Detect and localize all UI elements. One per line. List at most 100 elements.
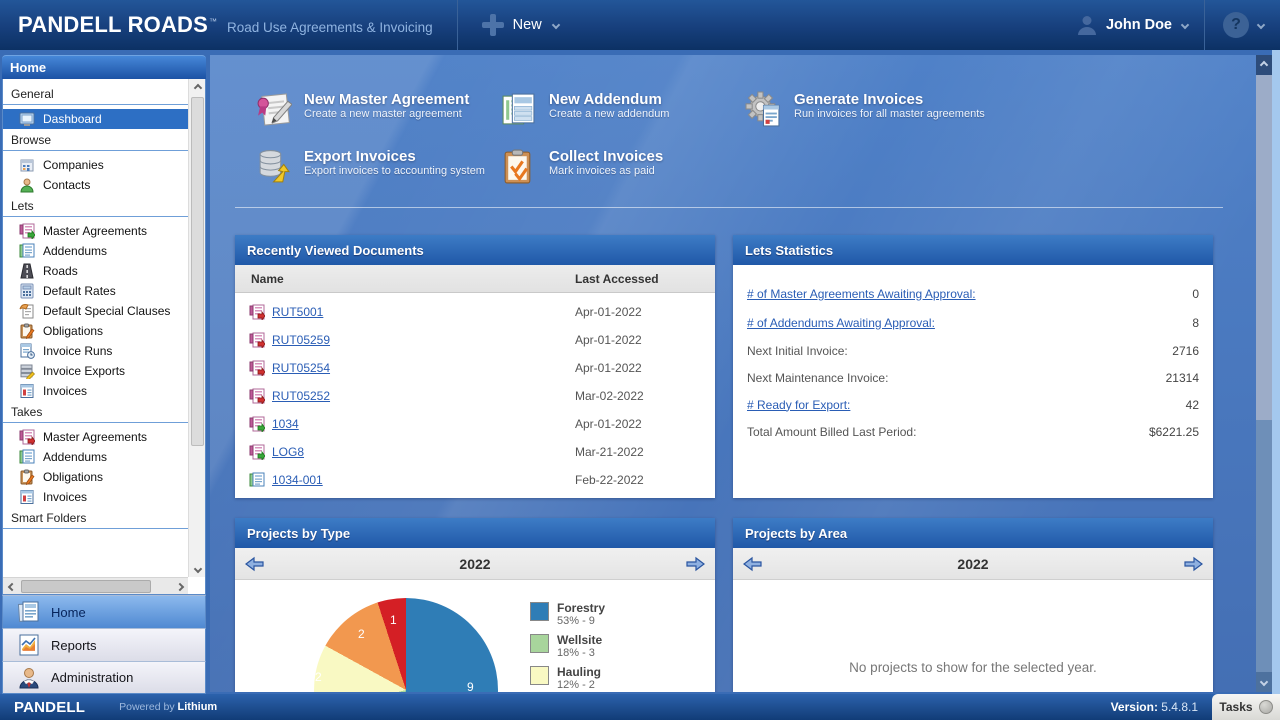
sidebar-item-label: Roads [43,264,78,278]
scroll-left-icon[interactable] [3,578,20,594]
sidebar-item-companies[interactable]: Companies [3,155,188,175]
logo-text: PANDELL ROADS [18,12,209,37]
document-link[interactable]: RUT05259 [272,333,331,347]
shortcut-title: Collect Invoices [549,148,664,165]
scrollbar-thumb[interactable] [1256,75,1272,420]
clipboard-icon [19,469,35,485]
scroll-up-icon[interactable] [189,79,205,96]
stat-value: 2716 [1172,343,1199,358]
empty-message: No projects to show for the selected yea… [849,660,1097,675]
stat-link[interactable]: # Ready for Export: [747,397,851,412]
special-clause-icon [19,303,35,319]
sidebar-item-takes-invoices[interactable]: Invoices [3,487,188,507]
topbar-divider [456,0,458,50]
plus-icon [481,14,504,36]
export-invoices-icon [255,148,292,185]
chevron-down-icon [1256,20,1266,30]
shortcut-subtitle: Mark invoices as paid [549,165,655,177]
document-link[interactable]: LOG8 [272,445,305,459]
nav-item-label: Home [51,604,86,620]
document-link[interactable]: RUT5001 [272,305,324,319]
next-year-icon[interactable] [1183,556,1203,572]
stat-link[interactable]: # of Addendums Awaiting Approval: [747,315,935,330]
legend-label: Hauling [557,665,601,679]
sidebar-item-takes-obligations[interactable]: Obligations [3,467,188,487]
nav-item-administration[interactable]: Administration [2,661,206,694]
user-name: John Doe [1105,17,1172,33]
table-column-headers: Name Last Accessed [235,265,715,293]
next-year-icon[interactable] [685,556,705,572]
slice-label-orange: 2 [358,627,365,641]
sidebar-item-invoice-runs[interactable]: Invoice Runs [3,341,188,361]
help-menu-button[interactable]: ? [1223,12,1266,38]
sidebar-item-roads[interactable]: Roads [3,261,188,281]
lets-master-agreement-icon [249,444,265,460]
document-link[interactable]: RUT05254 [272,361,331,375]
panel-title: Recently Viewed Documents [235,235,715,265]
sidebar-item-label: Invoice Runs [43,344,113,358]
nav-item-home[interactable]: Home [2,595,206,628]
shortcut-subtitle: Run invoices for all master agreements [794,108,985,120]
sidebar-item-dashboard[interactable]: Dashboard [3,109,188,129]
scroll-down-icon[interactable] [189,560,205,577]
scroll-down-icon[interactable] [1256,672,1272,692]
user-menu-button[interactable]: John Doe [1076,14,1190,36]
stat-row: # Ready for Export: 42 [733,391,1213,418]
previous-year-icon[interactable] [245,556,265,572]
legend-swatch-hauling [530,666,549,685]
scroll-up-icon[interactable] [1256,55,1272,75]
legend-item: Hauling 12% - 2 [530,666,601,691]
shortcut-new-master-agreement[interactable]: New Master Agreement Create a new master… [255,91,500,138]
document-link[interactable]: 1034-001 [272,473,323,487]
scroll-right-icon[interactable] [171,578,188,594]
stat-row: Next Maintenance Invoice: 21314 [733,364,1213,391]
sidebar-item-label: Obligations [43,470,104,484]
last-accessed-date: Mar-02-2022 [575,389,644,403]
scrollbar-thumb[interactable] [191,97,204,446]
sidebar-item-contacts[interactable]: Contacts [3,175,188,195]
sidebar-item-lets-invoices[interactable]: Invoices [3,381,188,401]
stat-link[interactable]: # of Master Agreements Awaiting Approval… [747,286,976,301]
sidebar-item-takes-addendums[interactable]: Addendums [3,447,188,467]
shortcut-new-addendum[interactable]: New Addendum Create a new addendum [500,91,745,138]
tasks-button[interactable]: Tasks [1212,694,1280,720]
main-vertical-scrollbar[interactable] [1256,55,1272,692]
previous-year-icon[interactable] [743,556,763,572]
shortcut-export-invoices[interactable]: Export Invoices Export invoices to accou… [255,148,500,195]
sidebar-item-label: Default Special Clauses [43,304,171,318]
scrollbar-thumb[interactable] [21,580,151,593]
sidebar-item-takes-master-agreements[interactable]: Master Agreements [3,427,188,447]
table-row: RUT05254 Apr-01-2022 [235,354,715,382]
sidebar-item-label: Companies [43,158,104,172]
topbar-divider [1204,0,1205,50]
sidebar-vertical-scrollbar[interactable] [188,79,205,577]
sidebar: Home General Dashboard Browse Companies … [2,55,206,694]
version-value: 5.4.8.1 [1161,700,1198,714]
nav-item-reports[interactable]: Reports [2,628,206,661]
sidebar-item-invoice-exports[interactable]: Invoice Exports [3,361,188,381]
takes-master-agreement-icon [249,388,265,404]
document-link[interactable]: RUT05252 [272,389,331,403]
version-label: Version: [1110,700,1158,714]
tasks-label: Tasks [1219,700,1253,714]
new-menu-button[interactable]: New [481,14,560,36]
stat-label: Total Amount Billed Last Period: [747,424,917,439]
sidebar-item-label: Addendums [43,244,108,258]
shortcut-generate-invoices[interactable]: Generate Invoices Run invoices for all m… [745,91,1245,138]
sidebar-item-lets-master-agreements[interactable]: Master Agreements [3,221,188,241]
sidebar-item-lets-obligations[interactable]: Obligations [3,321,188,341]
sidebar-item-lets-addendums[interactable]: Addendums [3,241,188,261]
shortcut-title: Export Invoices [304,148,416,165]
bottom-bar: PANDELL Powered by Lithium Version: 5.4.… [0,694,1280,720]
sidebar-item-default-special-clauses[interactable]: Default Special Clauses [3,301,188,321]
stat-row: # of Master Agreements Awaiting Approval… [733,279,1213,308]
sidebar-item-label: Addendums [43,450,108,464]
panel-title: Projects by Type [235,518,715,548]
sidebar-item-default-rates[interactable]: Default Rates [3,281,188,301]
last-accessed-date: Apr-01-2022 [575,333,642,347]
app-tagline: Road Use Agreements & Invoicing [227,20,433,35]
shortcut-collect-invoices[interactable]: Collect Invoices Mark invoices as paid [500,148,745,195]
sidebar-horizontal-scrollbar[interactable] [3,577,188,594]
table-row: 1034 Apr-01-2022 [235,410,715,438]
document-link[interactable]: 1034 [272,417,299,431]
